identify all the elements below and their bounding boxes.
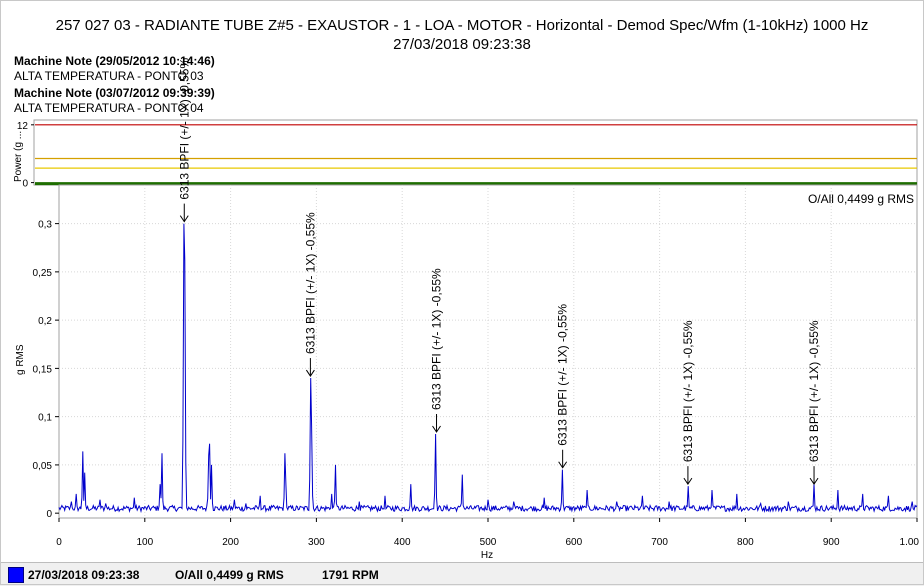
power-trend-layer: 0 12 — [17, 121, 917, 190]
bpfi-annotation-label-1: 6313 BPFI (+/- 1X) -0,55% — [303, 212, 317, 354]
x-tick-label: 500 — [480, 537, 497, 548]
bpfi-marker-arrow-0 — [179, 215, 189, 223]
y-tick-label: 0,15 — [33, 364, 53, 375]
status-overall: O/All 0,4499 g RMS — [175, 568, 284, 582]
machine-note-1-text: ALTA TEMPERATURA - PONTO 03 — [14, 69, 204, 83]
spectrum-plot-area — [58, 184, 918, 519]
y-tick-label: 0,25 — [33, 268, 53, 279]
bpfi-annotation-label-2: 6313 BPFI (+/- 1X) -0,55% — [430, 268, 444, 410]
y-axis-label: g RMS — [15, 344, 26, 375]
x-tick-label: 800 — [737, 537, 754, 548]
x-axis-label: Hz — [481, 550, 493, 561]
spectrum-axes: 0 100 200 300 400 500 600 700 800 900 1.00 0 0,05 0,1… — [33, 220, 920, 548]
x-tick-label: 0 — [56, 537, 62, 548]
spectrum-grid — [59, 185, 917, 518]
bpfi-annotations: 6313 BPFI (+/- 1X) -0,55% 6313 BPFI (+/- … — [177, 58, 821, 486]
bpfi-annotation-label-5: 6313 BPFI (+/- 1X) -0,55% — [807, 320, 821, 462]
series-color-swatch — [8, 567, 24, 583]
y-tick-label: 0,2 — [38, 316, 52, 327]
power-trend-axis-label: Power (g ... — [13, 131, 24, 182]
x-tick-label: 1.00 — [900, 537, 920, 548]
status-bar: 27/03/2018 09:23:38 O/All 0,4499 g RMS 1… — [0, 562, 924, 586]
spectrum-line — [58, 223, 918, 514]
bpfi-marker-arrow-3 — [558, 461, 568, 469]
x-tick-label: 700 — [651, 537, 668, 548]
bpfi-annotation-label-4: 6313 BPFI (+/- 1X) -0,55% — [681, 320, 695, 462]
y-tick-label: 0,1 — [38, 413, 52, 424]
y-tick-label: 0,3 — [38, 220, 52, 231]
status-date: 27/03/2018 09:23:38 — [28, 568, 140, 582]
bpfi-annotation-label-3: 6313 BPFI (+/- 1X) -0,55% — [556, 304, 570, 446]
y-tick-label: 0 — [46, 509, 52, 520]
bpfi-marker-arrow-5 — [809, 477, 819, 486]
power-y-tick-label: 12 — [17, 121, 29, 132]
machine-note-2-text: ALTA TEMPERATURA - PONTO 04 — [14, 101, 204, 115]
title-line-1: 257 027 03 - RADIANTE TUBE Z#5 - EXAUSTO… — [55, 17, 869, 34]
x-tick-label: 300 — [308, 537, 325, 548]
bpfi-marker-arrow-4 — [683, 477, 693, 486]
x-tick-label: 100 — [136, 537, 153, 548]
x-tick-label: 900 — [823, 537, 840, 548]
overall-value-label: O/All 0,4499 g RMS — [808, 192, 914, 206]
x-tick-label: 600 — [565, 537, 582, 548]
spectrum-series — [58, 223, 918, 514]
bpfi-marker-arrow-2 — [432, 425, 441, 433]
y-tick-label: 0,05 — [33, 461, 53, 472]
x-tick-label: 400 — [394, 537, 411, 548]
x-tick-label: 200 — [222, 537, 239, 548]
chart-title: 257 027 03 - RADIANTE TUBE Z#5 - EXAUSTO… — [0, 16, 924, 54]
power-y-tick-label: 0 — [22, 179, 28, 190]
bpfi-marker-arrow-1 — [305, 369, 315, 377]
bpfi-annotation-label-0: 6313 BPFI (+/- 1X) -0,55% — [177, 58, 191, 200]
status-rpm: 1791 RPM — [322, 568, 379, 582]
title-line-2: 27/03/2018 09:23:38 — [393, 36, 531, 53]
machine-note-1-heading: Machine Note (29/05/2012 10:14:46) — [14, 54, 215, 68]
machine-note-2-heading: Machine Note (03/07/2012 09:39:39) — [14, 86, 215, 100]
power-trend-panel — [33, 119, 918, 186]
